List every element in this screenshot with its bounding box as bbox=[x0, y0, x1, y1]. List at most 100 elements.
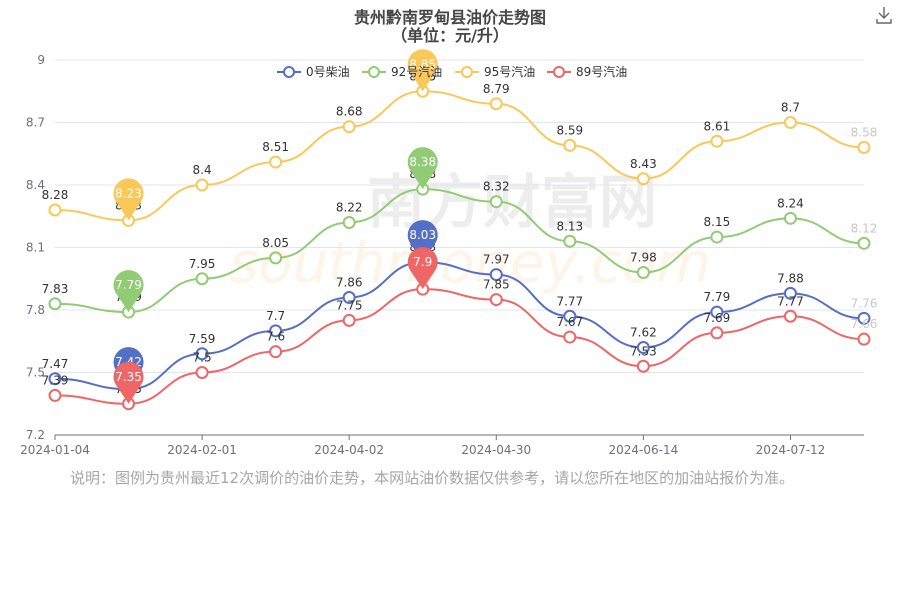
data-point[interactable] bbox=[48, 388, 62, 402]
data-label: 7.6 bbox=[266, 330, 285, 344]
pin-shape bbox=[407, 247, 438, 290]
pin-shape bbox=[113, 270, 144, 313]
data-label: 8.7 bbox=[781, 101, 800, 115]
data-point[interactable] bbox=[857, 141, 871, 154]
series-layer bbox=[48, 84, 871, 411]
data-label: 7.77 bbox=[777, 294, 804, 308]
legend-swatch-dot bbox=[461, 66, 473, 78]
data-point[interactable] bbox=[783, 211, 797, 225]
data-label: 7.98 bbox=[630, 251, 657, 265]
legend-item-3[interactable]: 89号汽油 bbox=[547, 64, 627, 79]
data-point[interactable] bbox=[710, 230, 724, 244]
data-label: 8.4 bbox=[193, 163, 212, 177]
data-point[interactable] bbox=[269, 155, 283, 169]
data-label: 8.12 bbox=[851, 221, 878, 235]
data-point[interactable] bbox=[563, 138, 577, 152]
data-label: 8.68 bbox=[336, 105, 363, 119]
x-tick-label: 2024-02-01 bbox=[167, 443, 237, 457]
chart-subtitle: （单位：元/升） bbox=[391, 26, 509, 45]
legend-item-2[interactable]: 95号汽油 bbox=[455, 64, 535, 79]
data-label: 7.66 bbox=[851, 317, 878, 331]
legend-label: 0号柴油 bbox=[306, 65, 350, 79]
data-point[interactable] bbox=[48, 203, 62, 217]
data-label: 8.28 bbox=[42, 188, 69, 202]
data-point[interactable] bbox=[636, 266, 650, 279]
legend[interactable]: 0号柴油 92号汽油 95号汽油 89号汽油 bbox=[277, 64, 627, 79]
download-icon[interactable] bbox=[876, 6, 892, 24]
data-point[interactable] bbox=[342, 313, 356, 327]
data-point[interactable] bbox=[195, 272, 209, 286]
data-point[interactable] bbox=[489, 97, 503, 111]
data-point[interactable] bbox=[857, 311, 871, 325]
extreme-pin: 7.79 bbox=[113, 270, 144, 313]
data-point[interactable] bbox=[710, 305, 724, 319]
x-tick-label: 2024-04-30 bbox=[461, 443, 531, 457]
data-label: 7.7 bbox=[266, 309, 285, 323]
pin-shape bbox=[407, 49, 438, 92]
data-label: 8.79 bbox=[483, 82, 510, 96]
data-point[interactable] bbox=[857, 332, 871, 346]
data-label: 8.24 bbox=[777, 196, 804, 210]
data-label: 7.39 bbox=[42, 373, 69, 387]
data-point[interactable] bbox=[636, 172, 650, 186]
data-point[interactable] bbox=[783, 116, 797, 129]
data-label: 7.86 bbox=[336, 276, 363, 290]
data-label: 8.58 bbox=[851, 126, 878, 140]
data-point[interactable] bbox=[48, 372, 62, 386]
data-point[interactable] bbox=[489, 195, 503, 209]
y-tick-label: 8.4 bbox=[26, 178, 45, 192]
data-label: 7.77 bbox=[556, 294, 583, 308]
data-label: 7.83 bbox=[42, 282, 69, 296]
data-point[interactable] bbox=[195, 366, 209, 379]
data-label: 7.97 bbox=[483, 253, 510, 267]
data-point[interactable] bbox=[342, 291, 356, 304]
y-tick-label: 7.8 bbox=[26, 303, 45, 317]
data-point[interactable] bbox=[342, 120, 356, 134]
y-tick-label: 7.2 bbox=[26, 428, 45, 442]
data-point[interactable] bbox=[783, 309, 797, 323]
data-point[interactable] bbox=[563, 234, 577, 248]
legend-item-0[interactable]: 0号柴油 bbox=[277, 65, 350, 79]
data-point[interactable] bbox=[563, 330, 577, 344]
data-label: 7.88 bbox=[777, 271, 804, 285]
extreme-pin: 8.03 bbox=[407, 220, 438, 263]
data-point[interactable] bbox=[489, 293, 503, 307]
data-point[interactable] bbox=[710, 134, 724, 148]
pin-label: 7.9 bbox=[413, 255, 432, 269]
x-tick-label: 2024-01-04 bbox=[20, 443, 90, 457]
pin-label: 7.79 bbox=[115, 278, 142, 292]
data-point[interactable] bbox=[48, 297, 62, 311]
data-label: 8.13 bbox=[556, 219, 583, 233]
y-tick-label: 9 bbox=[37, 53, 45, 67]
data-point[interactable] bbox=[636, 341, 650, 354]
data-point[interactable] bbox=[636, 359, 650, 373]
data-label: 8.43 bbox=[630, 157, 657, 171]
legend-swatch-dot bbox=[368, 66, 380, 78]
data-label: 7.62 bbox=[630, 326, 657, 340]
data-point[interactable] bbox=[342, 216, 356, 229]
data-label: 7.85 bbox=[483, 278, 510, 292]
y-tick-label: 8.1 bbox=[26, 241, 45, 255]
data-point[interactable] bbox=[563, 309, 577, 323]
data-point[interactable] bbox=[269, 251, 283, 265]
data-point[interactable] bbox=[269, 345, 283, 359]
legend-label: 89号汽油 bbox=[576, 64, 627, 79]
data-label: 7.79 bbox=[704, 290, 731, 304]
data-point[interactable] bbox=[195, 347, 209, 361]
data-point[interactable] bbox=[783, 286, 797, 300]
data-point[interactable] bbox=[710, 326, 724, 340]
data-point[interactable] bbox=[857, 236, 871, 250]
data-label: 7.67 bbox=[556, 315, 583, 329]
data-label: 7.5 bbox=[193, 351, 212, 365]
pin-shape bbox=[407, 147, 438, 190]
data-point[interactable] bbox=[489, 268, 503, 282]
y-tick-label: 7.5 bbox=[26, 366, 45, 380]
data-point[interactable] bbox=[269, 324, 283, 338]
chart-title: 贵州黔南罗甸县油价走势图 bbox=[353, 8, 546, 27]
legend-item-1[interactable]: 92号汽油 bbox=[362, 64, 442, 79]
data-label: 8.32 bbox=[483, 180, 510, 194]
pin-shape bbox=[407, 220, 438, 263]
data-label: 8.59 bbox=[556, 123, 583, 137]
data-point[interactable] bbox=[195, 178, 209, 192]
